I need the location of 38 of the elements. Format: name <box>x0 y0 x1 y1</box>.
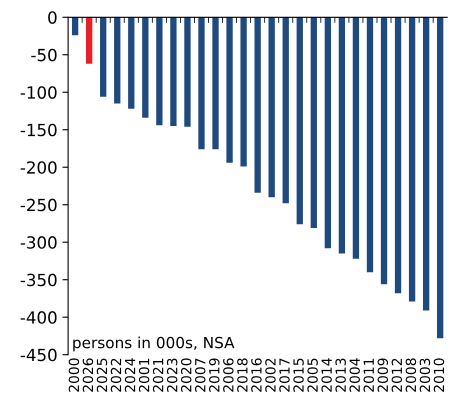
x-tick-label: 2002 <box>265 358 276 392</box>
y-tick-label: -250 <box>20 198 57 212</box>
y-tick-label: -200 <box>20 161 57 174</box>
x-tick-label: 2015 <box>293 358 304 392</box>
y-tick-label: -400 <box>20 311 57 324</box>
x-tick-label: 2012 <box>392 358 402 392</box>
x-tick-label: 2013 <box>335 358 346 392</box>
x-tick-label: 2026 <box>82 358 94 392</box>
x-tick-label: 2024 <box>124 358 136 392</box>
x-tick-label: 2009 <box>378 358 388 392</box>
x-tick-label: 2022 <box>110 358 122 392</box>
x-tick-label: 2003 <box>420 358 430 392</box>
x-tick-label: 2016 <box>251 358 262 392</box>
x-tick-label: 2018 <box>237 358 248 392</box>
x-tick-label: 2004 <box>349 358 360 392</box>
y-tick-label: -150 <box>20 124 57 136</box>
x-tick-label: 2011 <box>363 358 374 392</box>
x-tick-label: 2000 <box>68 358 80 392</box>
annotation: persons in 000s, NSA <box>73 336 234 352</box>
y-tick-label: 0 <box>48 11 57 24</box>
x-tick-label: 2020 <box>180 358 192 392</box>
x-tick-label: 2025 <box>96 358 108 392</box>
x-tick-label: 2019 <box>209 358 220 392</box>
x-tick-label: 2006 <box>223 358 234 392</box>
y-tick-label: -350 <box>20 274 57 286</box>
y-tick-label: -300 <box>20 236 57 249</box>
y-tick-label: -100 <box>20 86 57 99</box>
x-tick-label: 2005 <box>307 358 318 392</box>
x-tick-label: 2008 <box>406 358 416 392</box>
x-tick-label: 2001 <box>138 358 150 392</box>
y-tick-label: -450 <box>20 348 57 362</box>
x-tick-label: 2023 <box>166 358 178 392</box>
x-tick-label: 2010 <box>434 358 444 392</box>
y-tick-label: -50 <box>31 48 57 62</box>
x-tick-label: 2014 <box>321 358 332 392</box>
x-tick-label: 2017 <box>279 358 290 392</box>
x-tick-label: 2021 <box>152 358 164 392</box>
x-tick-label: 2007 <box>195 358 206 392</box>
